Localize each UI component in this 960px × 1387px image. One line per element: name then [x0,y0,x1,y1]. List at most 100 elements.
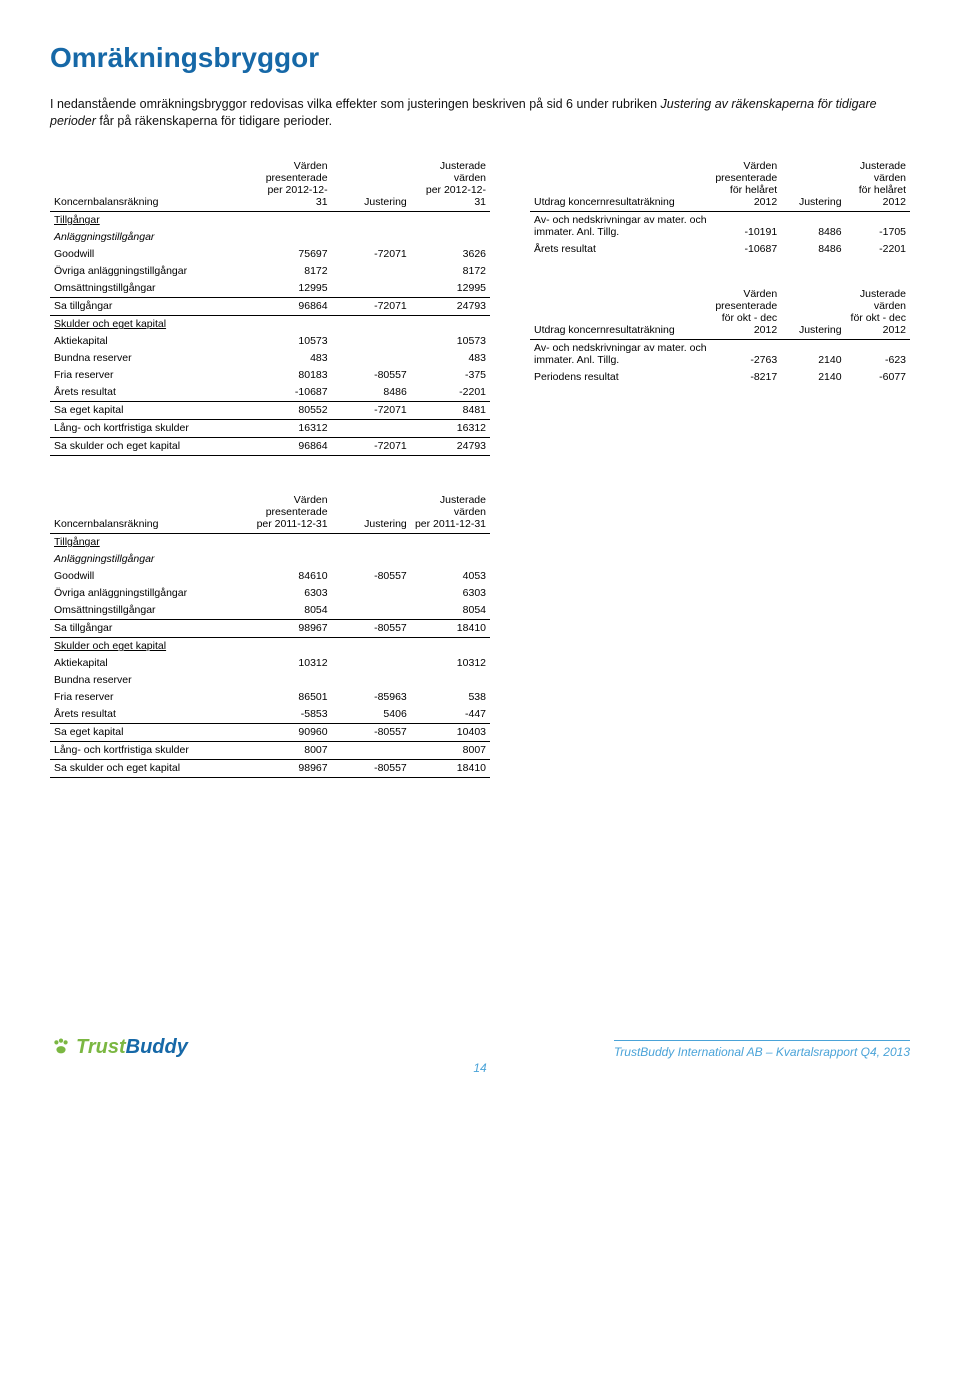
cell: 90960 [252,723,331,741]
row-label: Omsättningstillgångar [50,280,252,298]
col-presented-sub: per 2011-12-31 [257,518,328,530]
row-label: Aktiekapital [50,655,252,672]
row-label: Av- och nedskrivningar av mater. och imm… [530,211,711,241]
cell: -80557 [332,759,411,777]
page-title: Omräkningsbryggor [50,42,910,74]
col-presented-sub: per 2012-12-31 [267,184,327,208]
cell: 6303 [252,585,331,602]
result-label: Utdrag koncernresultaträkning [530,158,711,212]
cell: -80557 [332,723,411,741]
cell: 8054 [252,602,331,620]
brand-text-b: Buddy [126,1036,188,1058]
top-row: Koncernbalansräkning Värden presenterade… [50,158,910,456]
cell: -80557 [332,568,411,585]
result-q4-table: Utdrag koncernresultaträkning Värden pre… [530,286,910,386]
cell: 483 [252,350,331,367]
cell [252,672,331,689]
cell: 5406 [332,706,411,724]
cell: 12995 [411,280,490,298]
row-label: Övriga anläggningstillgångar [50,585,252,602]
cell [332,672,411,689]
tillgangar-heading: Tillgångar [50,533,252,551]
cell: 2140 [781,369,845,386]
table-row: Sa eget kapital80552-720718481 [50,401,490,419]
cell: -1705 [846,211,910,241]
col-adjusted-sub: för okt - dec 2012 [851,312,906,336]
cell [332,263,411,280]
row-label: Årets resultat [530,241,711,258]
cell: 8486 [332,384,411,402]
cell: 18410 [411,619,490,637]
table-row: Fria reserver86501-85963538 [50,689,490,706]
cell [332,333,411,350]
col-adjust-header: Justering [332,492,411,534]
col-adjusted-header: Justerade värdenför helåret 2012 [846,158,910,212]
cell: 80552 [252,401,331,419]
cell: 4053 [411,568,490,585]
cell: -10687 [252,384,331,402]
cell: 98967 [252,619,331,637]
cell: 8481 [411,401,490,419]
page-container: Omräkningsbryggor I nedanstående omräkni… [0,0,960,1095]
cell: 24793 [411,437,490,455]
tillgangar-heading: Tillgångar [50,211,252,229]
row-label: Lång- och kortfristiga skulder [50,741,252,759]
table-row: Lång- och kortfristiga skulder1631216312 [50,419,490,437]
cell: 98967 [252,759,331,777]
cell: -80557 [332,367,411,384]
cell: 10312 [252,655,331,672]
cell: -447 [411,706,490,724]
row-label: Goodwill [50,568,252,585]
cell [332,419,411,437]
col-adjusted-top: Justerade värden [860,160,906,184]
row-label: Övriga anläggningstillgångar [50,263,252,280]
anlaggning-heading: Anläggningstillgångar [50,551,252,568]
col-presented-sub: för helåret 2012 [730,184,777,208]
cell: 3626 [411,246,490,263]
cell: -72071 [332,437,411,455]
second-row: Koncernbalansräkning Värden presenterade… [50,492,910,778]
cell: 10312 [411,655,490,672]
brand-text: TrustBuddy [76,1036,188,1059]
row-label: Sa tillgångar [50,297,252,315]
col-presented-top: Värden presenterade [715,160,777,184]
cell: -72071 [332,297,411,315]
paw-icon [50,1036,72,1058]
col-adjusted-top: Justerade värden [860,288,906,312]
balance-2011-block: Koncernbalansräkning Värden presenterade… [50,492,490,778]
col-adjusted-sub: per 2012-12-31 [426,184,486,208]
row-label: Bundna reserver [50,350,252,367]
cell: 6303 [411,585,490,602]
table-row: Bundna reserver483483 [50,350,490,367]
balance-2011-table: Koncernbalansräkning Värden presenterade… [50,492,490,778]
cell: 10403 [411,723,490,741]
cell: 16312 [411,419,490,437]
col-adjust-header: Justering [332,158,411,212]
row-label: Sa tillgångar [50,619,252,637]
anlaggning-heading: Anläggningstillgångar [50,229,252,246]
balance-label: Koncernbalansräkning [50,158,252,212]
col-adjusted-top: Justerade värden [440,160,486,184]
cell: -6077 [846,369,910,386]
result-label: Utdrag koncernresultaträkning [530,286,711,340]
table-row: Periodens resultat-82172140-6077 [530,369,910,386]
table-row: Övriga anläggningstillgångar81728172 [50,263,490,280]
table-row: Sa eget kapital90960-8055710403 [50,723,490,741]
row-label: Årets resultat [50,384,252,402]
skulder-eget-heading: Skulder och eget kapital [50,315,252,333]
cell: 8172 [411,263,490,280]
brand-text-a: Trust [76,1036,126,1058]
row-label: Omsättningstillgångar [50,602,252,620]
table-row: Fria reserver80183-80557-375 [50,367,490,384]
cell: 2140 [781,339,845,369]
row-label: Sa eget kapital [50,723,252,741]
cell: -10687 [711,241,781,258]
row-label: Sa skulder och eget kapital [50,759,252,777]
cell: -375 [411,367,490,384]
skulder-eget-heading: Skulder och eget kapital [50,637,252,655]
cell: 24793 [411,297,490,315]
col-presented-header: Värden presenteradeper 2012-12-31 [252,158,331,212]
col-adjusted-header: Justerade värdenper 2011-12-31 [411,492,490,534]
cell: -72071 [332,401,411,419]
cell: 96864 [252,437,331,455]
